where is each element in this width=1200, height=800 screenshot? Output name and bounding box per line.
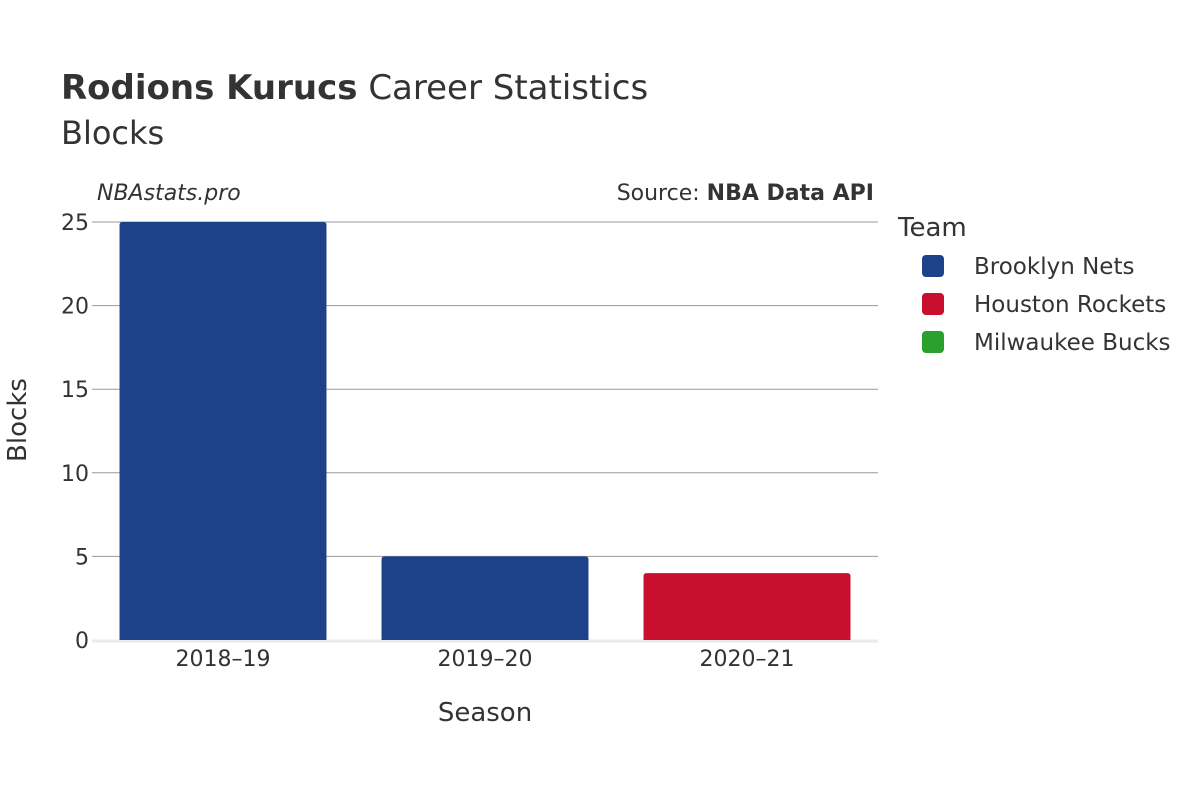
- bar: [643, 573, 851, 640]
- x-tick-label: 2020–21: [700, 647, 795, 672]
- player-name: Rodions Kurucs: [61, 68, 358, 108]
- chart-title: Rodions Kurucs Career Statistics: [61, 68, 648, 108]
- y-tick-label: 15: [61, 378, 89, 403]
- legend-label: Brooklyn Nets: [974, 254, 1134, 280]
- legend-swatch: [922, 331, 944, 353]
- bar: [381, 556, 589, 640]
- y-tick-label: 0: [75, 629, 89, 654]
- y-tick-label: 5: [75, 545, 89, 570]
- legend-swatch: [922, 293, 944, 315]
- chart-subtitle: Blocks: [61, 114, 165, 152]
- y-tick-labels: 0 5 10 15 20 25: [61, 211, 89, 654]
- source-credit: Source: NBA Data API: [617, 181, 874, 206]
- legend: Brooklyn Nets Houston Rockets Milwaukee Bu…: [922, 254, 1171, 356]
- bars: [119, 222, 851, 640]
- legend-swatch: [922, 255, 944, 277]
- x-axis-label: Season: [438, 698, 532, 728]
- y-axis-label: Blocks: [3, 378, 33, 462]
- title-suffix: Career Statistics: [368, 68, 649, 108]
- legend-label: Milwaukee Bucks: [974, 330, 1171, 356]
- bar: [119, 222, 327, 640]
- legend-title: Team: [897, 213, 967, 243]
- x-tick-labels: 2018–19 2019–20 2020–21: [176, 647, 795, 672]
- x-tick-label: 2019–20: [438, 647, 533, 672]
- source-name: NBA Data API: [707, 181, 874, 206]
- y-tick-label: 25: [61, 211, 89, 236]
- legend-label: Houston Rockets: [974, 292, 1166, 318]
- y-tick-label: 20: [61, 295, 89, 320]
- watermark: NBAstats.pro: [97, 181, 241, 206]
- y-tick-label: 10: [61, 462, 89, 487]
- x-tick-label: 2018–19: [176, 647, 271, 672]
- source-prefix: Source:: [617, 181, 707, 206]
